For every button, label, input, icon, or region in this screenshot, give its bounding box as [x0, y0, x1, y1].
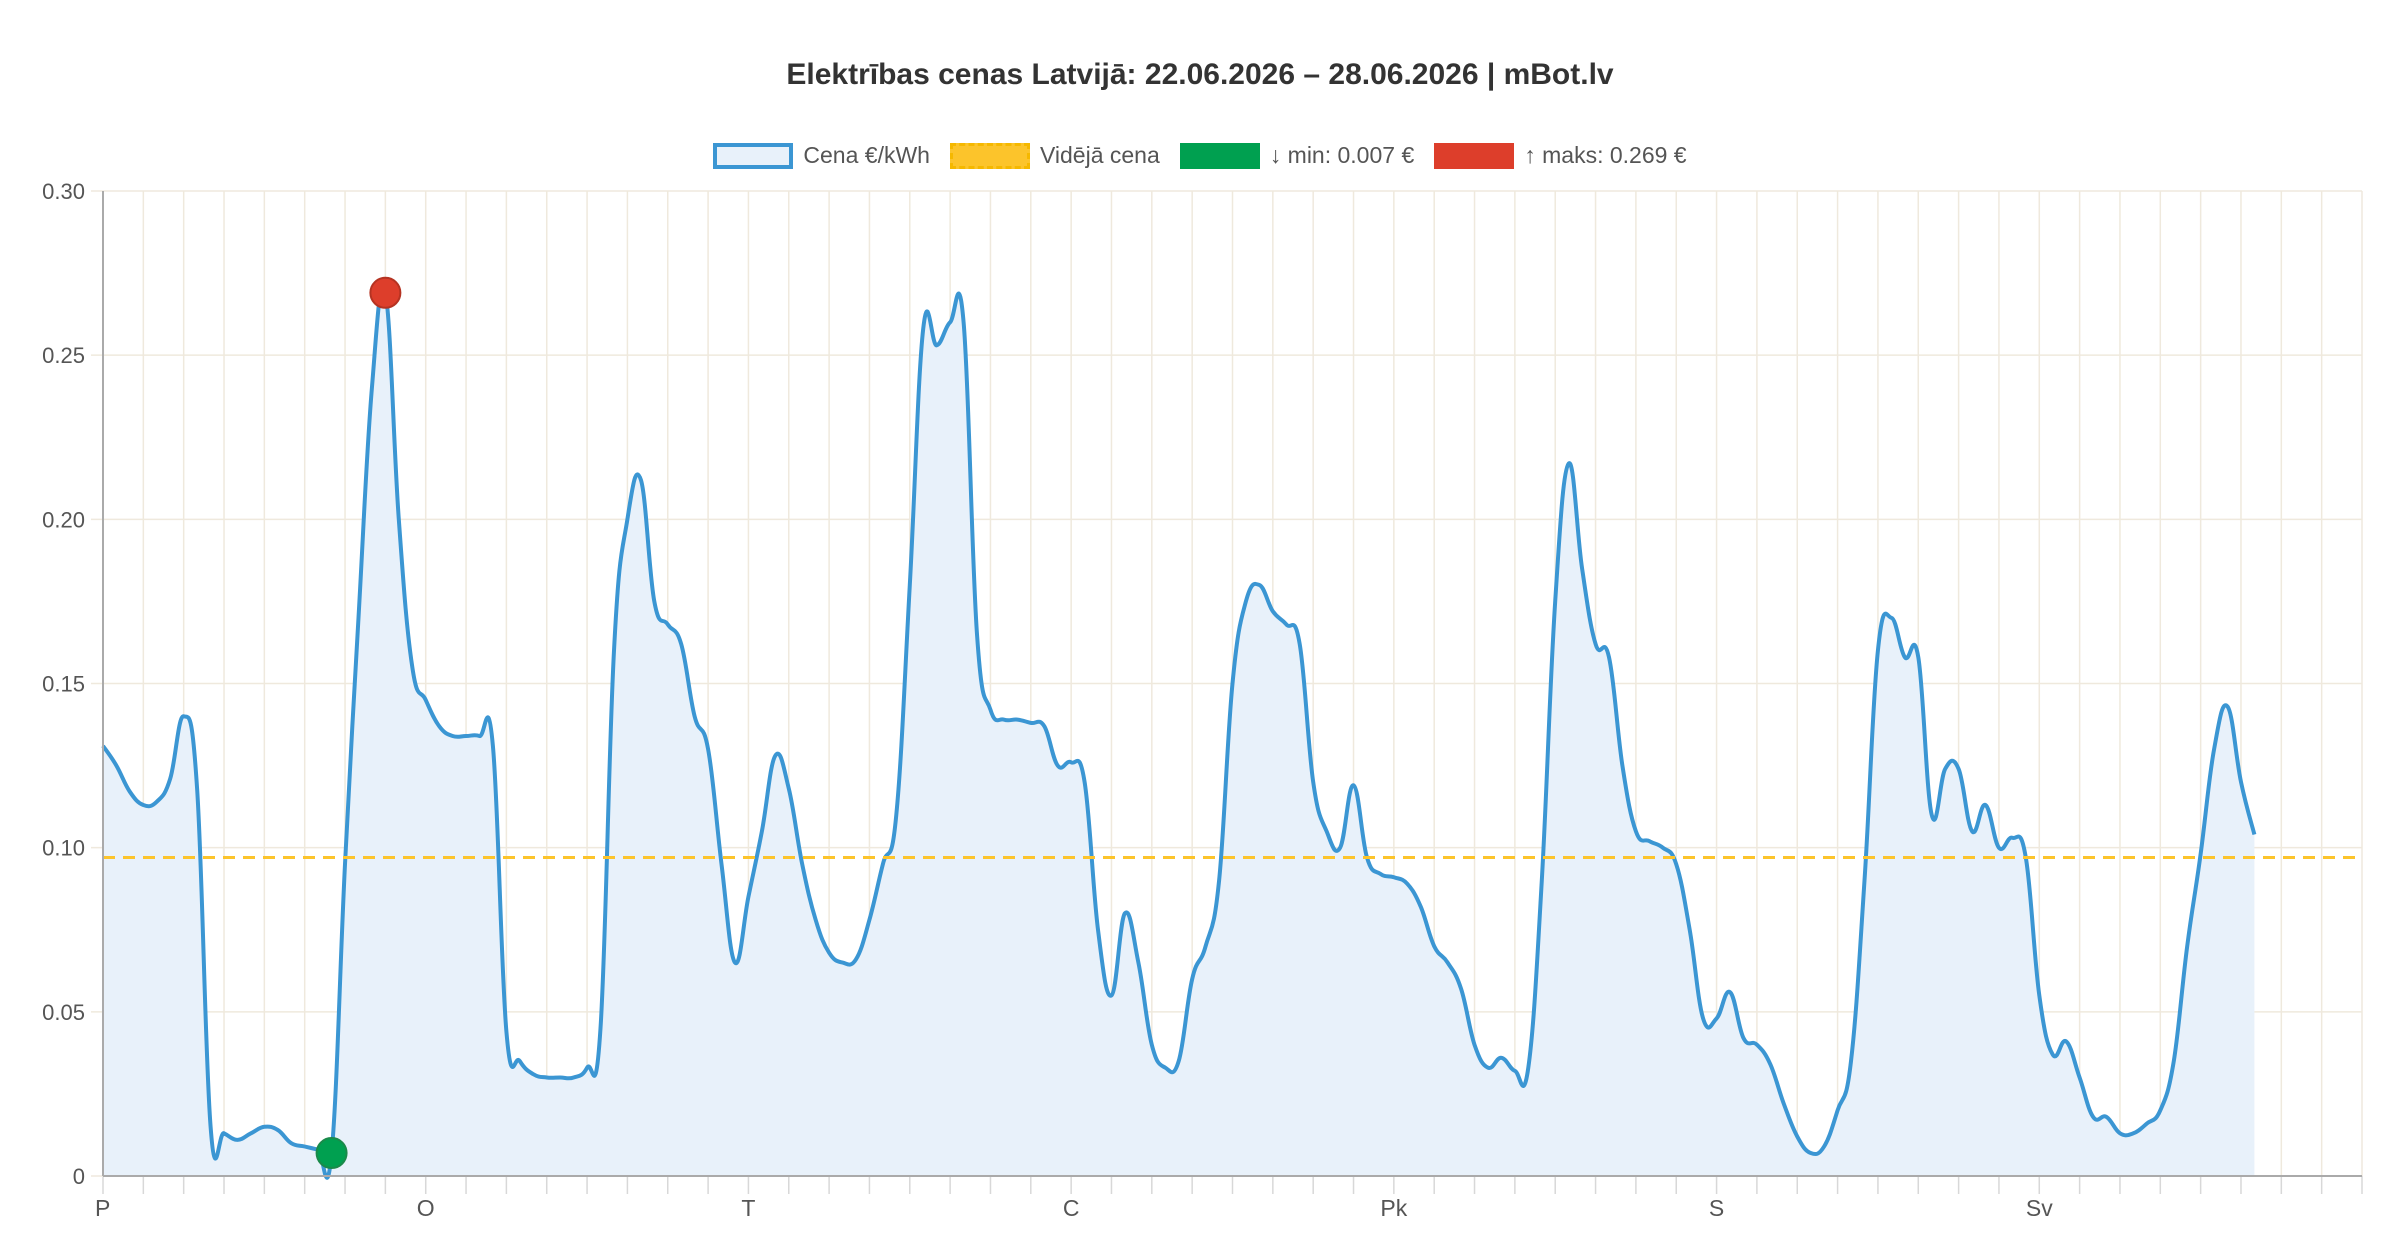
x-tick-label: T — [741, 1195, 755, 1221]
x-tick-label: O — [417, 1195, 435, 1221]
legend-swatch-average — [949, 142, 1030, 169]
x-tick-label: Pk — [1380, 1195, 1407, 1221]
legend-swatch-price — [713, 142, 794, 169]
price-line — [101, 284, 2257, 1180]
x-tick-label: P — [95, 1195, 110, 1221]
marker-layer — [315, 276, 402, 1170]
max-marker — [369, 276, 402, 309]
y-tick-label: 0.20 — [42, 507, 85, 532]
axis-layer: 0 0.05 0.10 0.15 0.20 0.25 0.30 P O T C Pk S Sv — [42, 179, 2362, 1221]
legend-label-price: Cena €/kWh — [803, 142, 930, 168]
y-tick-label: 0.05 — [42, 1000, 85, 1025]
legend-swatch-max — [1434, 142, 1515, 169]
min-marker — [315, 1137, 348, 1170]
legend: Cena €/kWh Vidējā cena ↓ min: 0.007 € ↑ … — [0, 142, 2400, 169]
y-tick-label: 0.10 — [42, 836, 85, 861]
legend-item-average[interactable]: Vidējā cena — [949, 142, 1160, 169]
legend-label-max: ↑ maks: 0.269 € — [1524, 142, 1687, 168]
area-layer — [101, 284, 2362, 1180]
y-tick-label: 0.15 — [42, 672, 85, 697]
price-area-fill — [103, 286, 2255, 1178]
legend-label-average: Vidējā cena — [1039, 142, 1160, 168]
legend-item-max[interactable]: ↑ maks: 0.269 € — [1434, 142, 1687, 169]
legend-label-min: ↓ min: 0.007 € — [1269, 142, 1415, 168]
x-tick-label: S — [1709, 1195, 1724, 1221]
legend-item-price[interactable]: Cena €/kWh — [713, 142, 930, 169]
chart-title: Elektrības cenas Latvijā: 22.06.2026 – 2… — [786, 58, 1614, 91]
y-tick-label: 0.30 — [42, 179, 85, 204]
y-tick-label: 0 — [73, 1164, 85, 1189]
y-tick-label: 0.25 — [42, 343, 85, 368]
legend-item-min[interactable]: ↓ min: 0.007 € — [1179, 142, 1415, 169]
x-tick-label: Sv — [2026, 1195, 2053, 1221]
legend-swatch-min — [1179, 142, 1260, 169]
x-tick-label: C — [1063, 1195, 1080, 1221]
